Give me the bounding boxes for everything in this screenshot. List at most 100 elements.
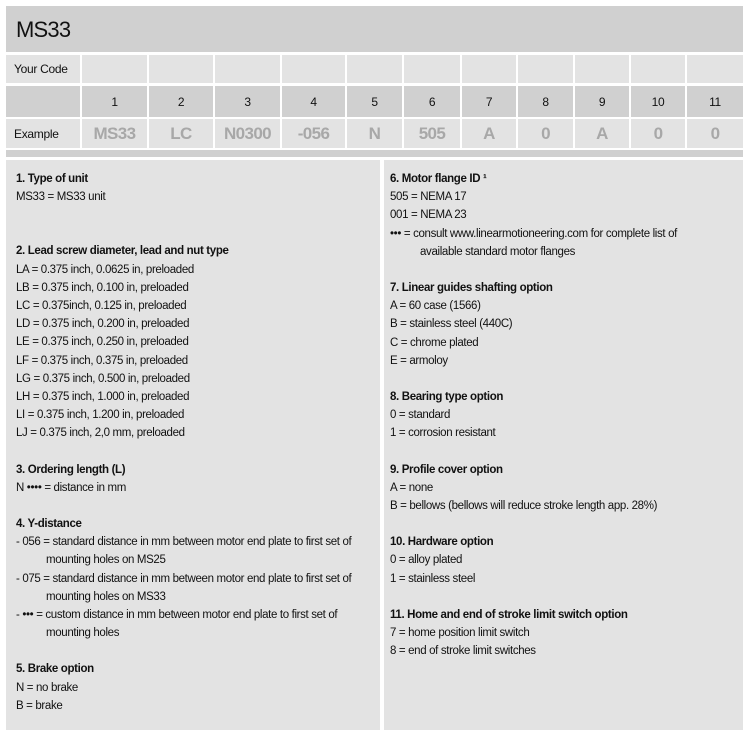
option-section: 11. Home and end of stroke limit switch … [390, 606, 733, 661]
position-number: 3 [215, 86, 280, 117]
option-section: 5. Brake option N = no brake B = brake [16, 660, 370, 715]
position-number: 4 [282, 86, 345, 117]
section-heading: 10. Hardware option [390, 536, 494, 549]
right-options-panel: 6. Motor flange ID ¹ 505 = NEMA 17 001 = N… [384, 160, 743, 730]
option-line: - 056 = standard distance in mm between … [16, 536, 352, 549]
position-number: 7 [462, 86, 516, 117]
example-label: Example [6, 119, 80, 148]
option-line: LF = 0.375 inch, 0.375 in, preloaded [16, 354, 188, 367]
option-line: 7 = home position limit switch [390, 627, 530, 640]
position-number: 2 [149, 86, 213, 117]
option-line: - 075 = standard distance in mm between … [16, 572, 352, 585]
example-value: A [575, 119, 629, 148]
section-heading: 5. Brake option [16, 663, 94, 676]
option-line: LH = 0.375 inch, 1.000 in, preloaded [16, 391, 190, 404]
your-code-input-cell[interactable] [82, 55, 147, 83]
option-line: MS33 = MS33 unit [16, 191, 106, 204]
divider-strip [6, 150, 743, 157]
empty-header-cell [6, 86, 80, 117]
section-heading: 4. Y-distance [16, 518, 82, 531]
option-section: 10. Hardware option 0 = alloy plated 1 = s… [390, 533, 733, 588]
option-line: 505 = NEMA 17 [390, 191, 467, 204]
page-title: MS33 [16, 17, 71, 42]
option-line: 0 = standard [390, 409, 451, 422]
example-value: -056 [282, 119, 345, 148]
example-row: Example MS33 LC N0300 -056 N 505 A 0 A 0 0 [6, 119, 743, 148]
option-section: 1. Type of unit MS33 = MS33 unit [16, 170, 370, 206]
position-number: 10 [631, 86, 685, 117]
option-line: N = no brake [16, 681, 78, 694]
option-section: 8. Bearing type option 0 = standard 1 = co… [390, 388, 733, 443]
option-line: available standard motor flanges [420, 245, 576, 258]
option-section: 7. Linear guides shafting option A = 60 c… [390, 279, 733, 370]
option-line: ••• = consult www.linearmotioneering.com… [390, 227, 677, 240]
option-line: LB = 0.375 inch, 0.100 in, preloaded [16, 281, 189, 294]
option-line: B = brake [16, 699, 63, 712]
example-value: 0 [631, 119, 685, 148]
example-value: N0300 [215, 119, 280, 148]
option-line: 1 = corrosion resistant [390, 427, 496, 440]
option-section: 4. Y-distance - 056 = standard distance i… [16, 515, 370, 642]
section-heading: 8. Bearing type option [390, 391, 504, 404]
option-line: N •••• = distance in mm [16, 481, 126, 494]
option-line: - ••• = custom distance in mm between mo… [16, 609, 338, 622]
position-number: 11 [687, 86, 743, 117]
your-code-row: Your Code [6, 55, 743, 83]
option-line: LC = 0.375inch, 0.125 in, preloaded [16, 300, 187, 313]
section-heading: 9. Profile cover option [390, 463, 503, 476]
option-line: B = bellows (bellows will reduce stroke … [390, 500, 658, 513]
example-value: LC [149, 119, 213, 148]
your-code-input-cell[interactable] [347, 55, 402, 83]
option-section: 2. Lead screw diameter, lead and nut typ… [16, 242, 370, 442]
option-line: 1 = stainless steel [390, 572, 476, 585]
option-line: 001 = NEMA 23 [390, 209, 467, 222]
your-code-input-cell[interactable] [518, 55, 573, 83]
option-line: mounting holes on MS33 [46, 590, 166, 603]
option-line: mounting holes on MS25 [46, 554, 166, 567]
your-code-input-cell[interactable] [282, 55, 345, 83]
your-code-input-cell[interactable] [631, 55, 685, 83]
your-code-input-cell[interactable] [575, 55, 629, 83]
position-number-row: 1 2 3 4 5 6 7 8 9 10 11 [6, 86, 743, 117]
example-value: N [347, 119, 402, 148]
example-value: 505 [404, 119, 460, 148]
option-line: 0 = alloy plated [390, 554, 463, 567]
option-line: LD = 0.375 inch, 0.200 in, preloaded [16, 318, 190, 331]
your-code-input-cell[interactable] [462, 55, 516, 83]
left-options-panel: 1. Type of unit MS33 = MS33 unit 2. Lead s… [6, 160, 380, 730]
section-heading: 3. Ordering length (L) [16, 463, 126, 476]
option-line: 8 = end of stroke limit switches [390, 645, 536, 658]
option-line: LJ = 0.375 inch, 2,0 mm, preloaded [16, 427, 185, 440]
option-line: LG = 0.375 inch, 0.500 in, preloaded [16, 372, 190, 385]
section-heading: 1. Type of unit [16, 173, 88, 185]
your-code-input-cell[interactable] [215, 55, 280, 83]
option-line: LI = 0.375 inch, 1.200 in, preloaded [16, 409, 185, 422]
position-number: 6 [404, 86, 460, 117]
option-line: C = chrome plated [390, 336, 479, 349]
option-line: A = 60 case (1566) [390, 300, 481, 313]
position-number: 9 [575, 86, 629, 117]
option-line: B = stainless steel (440C) [390, 318, 513, 331]
example-value: 0 [687, 119, 743, 148]
your-code-label: Your Code [6, 55, 80, 83]
option-section: 9. Profile cover option A = none B = bello… [390, 461, 733, 516]
option-section: 6. Motor flange ID ¹ 505 = NEMA 17 001 = N… [390, 170, 733, 261]
position-number: 8 [518, 86, 573, 117]
your-code-input-cell[interactable] [687, 55, 743, 83]
option-line: A = none [390, 481, 433, 494]
example-value: 0 [518, 119, 573, 148]
option-line: LA = 0.375 inch, 0.0625 in, preloaded [16, 263, 194, 276]
section-heading: 2. Lead screw diameter, lead and nut typ… [16, 245, 229, 258]
title-bar: MS33 [6, 6, 743, 52]
your-code-input-cell[interactable] [149, 55, 213, 83]
section-heading: 6. Motor flange ID ¹ [390, 173, 487, 185]
section-heading: 7. Linear guides shafting option [390, 282, 553, 295]
option-section: 3. Ordering length (L) N •••• = distance … [16, 461, 370, 497]
your-code-input-cell[interactable] [404, 55, 460, 83]
position-number: 5 [347, 86, 402, 117]
example-value: MS33 [82, 119, 147, 148]
example-value: A [462, 119, 516, 148]
option-line: LE = 0.375 inch, 0.250 in, preloaded [16, 336, 189, 349]
section-heading: 11. Home and end of stroke limit switch … [390, 608, 628, 621]
position-number: 1 [82, 86, 147, 117]
